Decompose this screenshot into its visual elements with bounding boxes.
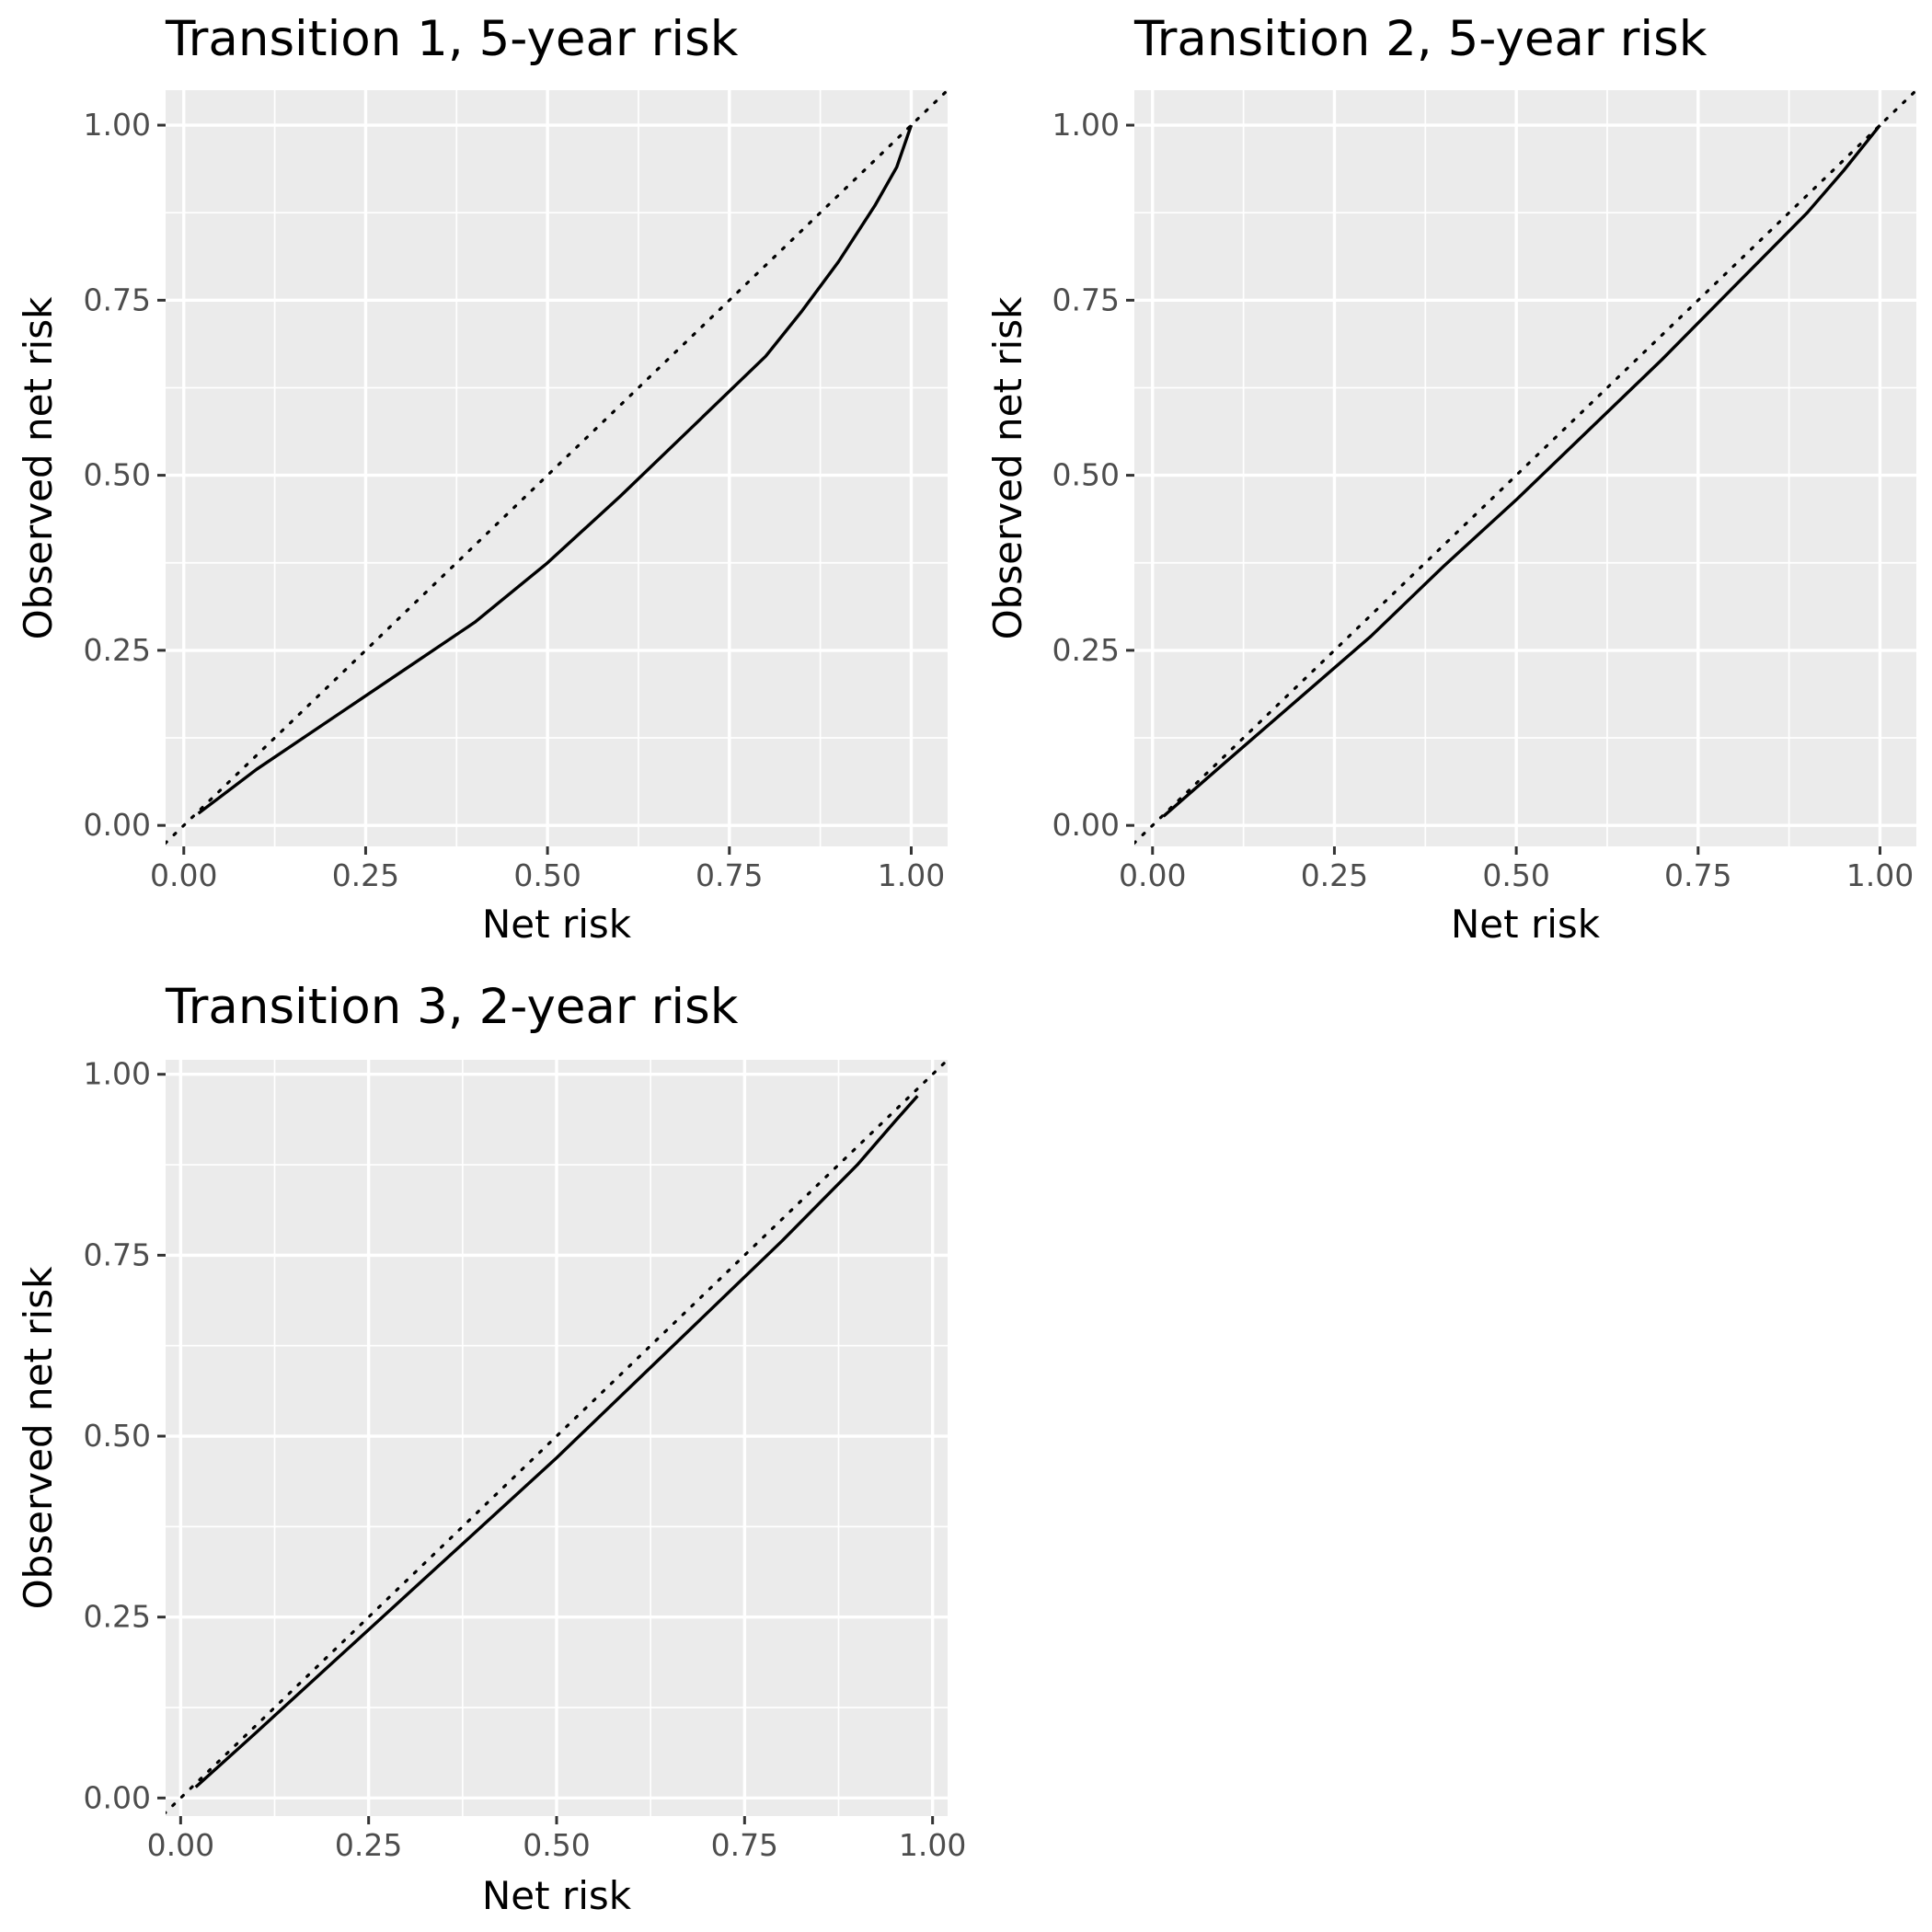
x-tick-label: 1.00 <box>878 857 945 893</box>
x-tick-label: 0.00 <box>1119 857 1186 893</box>
y-tick-label: 0.25 <box>84 632 151 668</box>
y-tick-label: 1.00 <box>84 1056 151 1092</box>
y-tick-label: 0.50 <box>84 1418 151 1454</box>
x-tick-label: 0.75 <box>711 1827 778 1863</box>
y-tick-label: 0.75 <box>84 1236 151 1272</box>
chart-panel-2: Transition 2, 5-year risk 0.00 0.25 0.50… <box>985 11 1916 947</box>
panel-title: Transition 3, 2-year risk <box>165 979 739 1035</box>
reference-diagonal-line <box>166 1060 948 1815</box>
panel-title: Transition 1, 5-year risk <box>165 11 739 67</box>
chart-panel-3: Transition 3, 2-year risk 0.00 0.25 0.50… <box>16 979 966 1918</box>
x-tick-label: 0.50 <box>513 857 581 893</box>
x-axis-title: Net risk <box>1451 902 1601 947</box>
y-tick-label: 0.50 <box>1052 457 1120 493</box>
axis-ticks <box>157 123 913 855</box>
y-tick-label: 0.00 <box>1052 807 1120 843</box>
x-tick-label: 0.00 <box>150 857 217 893</box>
reference-diagonal-line <box>166 90 948 845</box>
y-tick-label: 0.75 <box>1052 282 1120 317</box>
x-tick-label: 1.00 <box>1846 857 1914 893</box>
y-axis-title: Observed net risk <box>16 1266 61 1610</box>
x-tick-label: 1.00 <box>899 1827 966 1863</box>
y-tick-label: 1.00 <box>1052 107 1120 143</box>
axis-ticks <box>1126 123 1881 855</box>
grid <box>166 90 948 846</box>
y-tick-label: 0.50 <box>84 457 151 493</box>
y-tick-label: 0.25 <box>84 1599 151 1635</box>
y-tick-label: 0.00 <box>84 807 151 843</box>
calibration-series-line <box>1162 124 1881 818</box>
x-tick-label: 0.75 <box>696 857 763 893</box>
x-tick-label: 0.50 <box>523 1827 590 1863</box>
x-tick-label: 0.00 <box>147 1827 214 1863</box>
y-tick-label: 0.75 <box>84 282 151 317</box>
x-tick-label: 0.25 <box>1301 857 1368 893</box>
calibration-series-line <box>197 124 914 815</box>
chart-panel-1: Transition 1, 5-year risk 0.00 0.25 0.50… <box>16 11 948 947</box>
y-tick-label: 1.00 <box>84 107 151 143</box>
plot-background <box>166 90 948 846</box>
x-tick-label: 0.75 <box>1664 857 1731 893</box>
y-tick-label: 0.00 <box>84 1779 151 1815</box>
y-axis-title: Observed net risk <box>16 296 61 640</box>
x-axis-title: Net risk <box>482 1873 632 1918</box>
reference-diagonal-line <box>1134 90 1916 845</box>
x-tick-label: 0.25 <box>332 857 399 893</box>
calibration-series-line <box>194 1095 919 1788</box>
x-axis-title: Net risk <box>482 902 632 947</box>
axis-ticks <box>157 1073 935 1824</box>
panel-title: Transition 2, 5-year risk <box>1133 11 1708 67</box>
x-tick-label: 0.50 <box>1482 857 1549 893</box>
y-axis-title: Observed net risk <box>985 296 1030 640</box>
plot-background <box>1134 90 1916 846</box>
y-tick-label: 0.25 <box>1052 632 1120 668</box>
x-tick-label: 0.25 <box>335 1827 402 1863</box>
grid <box>1134 90 1916 846</box>
